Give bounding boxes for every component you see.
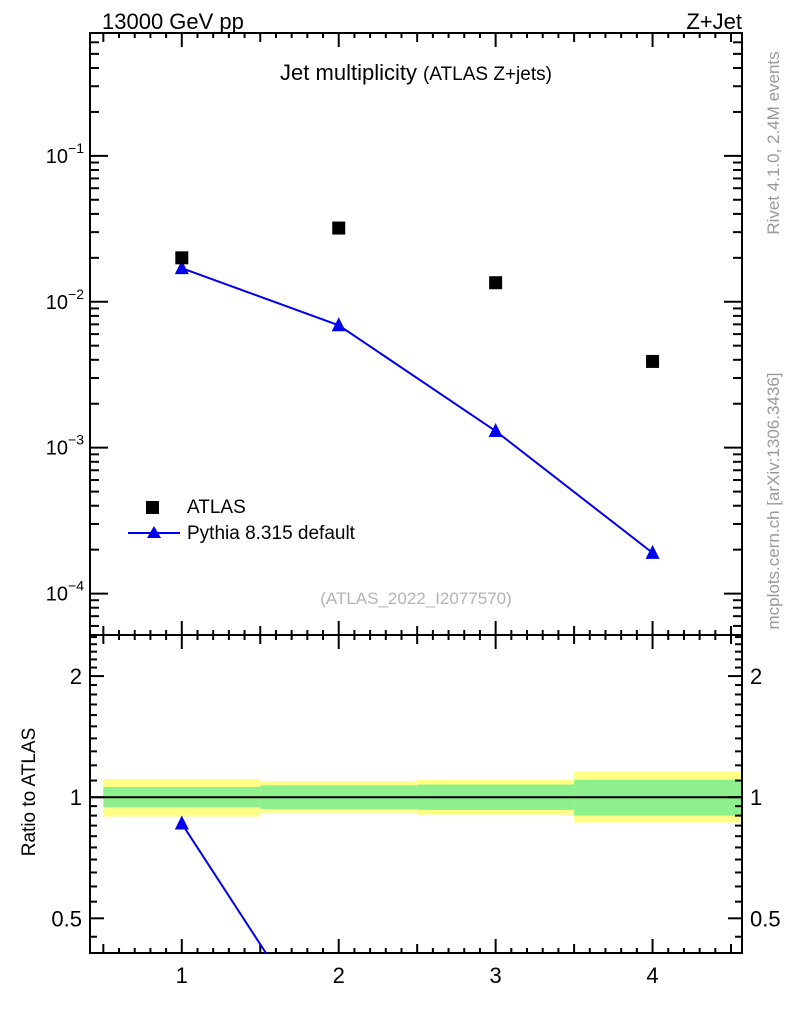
plot-title-paren: (ATLAS Z+jets) [422, 64, 552, 85]
legend-pythia-label: Pythia 8.315 default [187, 523, 355, 544]
pythia-line [181, 267, 654, 554]
ratio-y-tick-label-right: 2 [750, 664, 762, 689]
plot-title: Jet multiplicity (ATLAS Z+jets) [90, 60, 742, 86]
pythia-point [488, 423, 503, 438]
process-label: Z+Jet [686, 9, 742, 34]
pythia-point [174, 260, 189, 275]
y-tick-label: 10−4 [46, 578, 84, 606]
x-tick-label: 2 [333, 963, 345, 988]
ratio-y-tick-label-right: 1 [750, 785, 762, 810]
atlas-point [175, 251, 189, 265]
legend-atlas-marker [146, 501, 159, 514]
atlas-point [489, 276, 503, 290]
ratio-mc-group [174, 815, 268, 953]
beam-energy-label: 13000 GeV pp [102, 9, 244, 34]
ratio-y-tick-label-left: 0.5 [51, 906, 82, 931]
pythia-point [331, 317, 346, 332]
y-tick-label: 10−3 [46, 432, 84, 460]
y-tick-exponent: −3 [68, 432, 84, 448]
ratio-y-tick-label-right: 0.5 [750, 906, 781, 931]
plot-title-main: Jet multiplicity [280, 60, 417, 85]
ratio-frame [89, 634, 743, 954]
ratio-mc-line [180, 823, 268, 953]
legend-pythia-marker [147, 526, 161, 538]
pythia-point [645, 544, 660, 559]
y-tick-exponent: −1 [68, 140, 84, 156]
x-tick-label: 4 [646, 963, 658, 988]
atlas-point [646, 354, 660, 368]
x-tick-label: 3 [490, 963, 502, 988]
atlas-point [332, 221, 346, 235]
y-tick-exponent: −4 [68, 578, 84, 594]
y-tick-label: 10−2 [46, 286, 84, 314]
y-tick-label: 10−1 [46, 140, 84, 168]
ratio-y-tick-label-left: 2 [70, 664, 82, 689]
ratio-y-tick-label-left: 1 [70, 785, 82, 810]
x-tick-label: 1 [176, 963, 188, 988]
legend-atlas-label: ATLAS [187, 497, 246, 518]
analysis-watermark: (ATLAS_2022_I2077570) [320, 589, 512, 608]
ratio-mc-point [174, 815, 189, 830]
y-tick-exponent: −2 [68, 286, 84, 302]
